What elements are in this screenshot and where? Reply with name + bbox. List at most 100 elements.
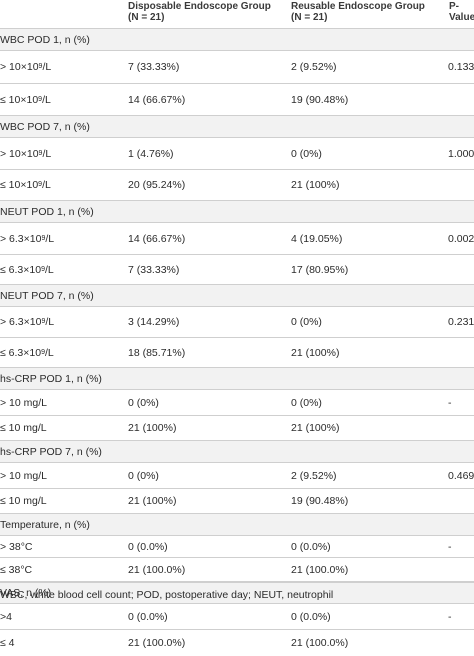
section-row: WBC POD 1, n (%) — [0, 28, 474, 50]
section-row: hs-CRP POD 7, n (%) — [0, 440, 474, 462]
row-label-text: > 6.3×10 — [0, 232, 42, 245]
reusable-value: 2 (9.52%) — [291, 469, 337, 482]
table-row: ≤ 6.3×10 9/L 7 (33.33%) 17 (80.95%) — [0, 254, 474, 284]
reusable-value: 19 (90.48%) — [291, 93, 349, 106]
row-label-unit: /L — [45, 346, 54, 359]
disposable-value: 7 (33.33%) — [128, 263, 180, 276]
p-value: 0.231 — [448, 316, 474, 328]
table-row: ≤ 10 mg/L 21 (100%) 19 (90.48%) — [0, 488, 474, 513]
disposable-value: 21 (100.0%) — [128, 637, 186, 649]
disposable-value: 1 (4.76%) — [128, 147, 174, 160]
table-row: ≤ 10×10 9/L 14 (66.67%) 19 (90.48%) — [0, 83, 474, 115]
disposable-value: 0 (0%) — [128, 469, 159, 482]
section-row: hs-CRP POD 1, n (%) — [0, 367, 474, 389]
section-label-text: Temperature, n (%) — [0, 518, 90, 531]
table-row: ≤ 6.3×10 9/L 18 (85.71%) 21 (100%) — [0, 337, 474, 367]
row-label-unit: /L — [42, 147, 52, 160]
reusable-value: 2 (9.52%) — [291, 61, 337, 73]
row-label-text: ≤ 38°C — [0, 563, 33, 576]
header-reusable-group: Reusable Endoscope Group (N = 21) — [291, 1, 425, 23]
table-row: ≤ 38°C 21 (100.0%) 21 (100.0%) — [0, 557, 474, 581]
row-label-text: ≤ 4 — [0, 637, 15, 649]
row-label-unit: /L — [42, 93, 51, 106]
reusable-value: 17 (80.95%) — [291, 263, 349, 276]
disposable-value: 0 (0.0%) — [128, 610, 168, 623]
row-label-text: ≤ 10×10 — [0, 93, 39, 106]
row-label: > 10×10 9/L — [0, 147, 52, 160]
disposable-value: 21 (100.0%) — [128, 563, 186, 576]
table-body: WBC POD 1, n (%) > 10×10 9/L 7 (33.33%) 2 (9… — [0, 28, 474, 656]
section-label-text: NEUT POD 1, n (%) — [0, 205, 94, 218]
table-footnote: WBC, white blood cell count; POD, postop… — [0, 582, 474, 601]
row-label: ≤ 10×10 9/L — [0, 179, 51, 191]
disposable-value: 21 (100%) — [128, 495, 177, 507]
reusable-value: 21 (100%) — [291, 422, 340, 434]
row-label: ≤ 6.3×10 9/L — [0, 346, 54, 359]
row-label-text: > 10×10 — [0, 61, 39, 73]
p-value: 0.469 — [448, 469, 474, 482]
disposable-value: 0 (0.0%) — [128, 540, 168, 553]
disposable-value: 3 (14.29%) — [128, 316, 180, 328]
row-label: ≤ 38°C — [0, 558, 32, 581]
reusable-value: 0 (0.0%) — [291, 610, 331, 623]
table-row: ≤ 4 21 (100.0%) 21 (100.0%) — [0, 629, 474, 656]
section-label: NEUT POD 7, n (%) — [0, 285, 94, 306]
row-label-text: ≤ 10 mg/L — [0, 422, 47, 434]
header-disposable-n: (N = 21) — [128, 12, 165, 23]
row-label: ≤ 10 mg/L — [0, 489, 47, 513]
row-label: > 10 mg/L — [0, 463, 47, 488]
header-p-value: P- Value — [449, 1, 474, 23]
row-label-text: ≤ 10×10 — [0, 179, 39, 191]
row-label-text: ≤ 10 mg/L — [0, 495, 47, 507]
row-label-unit: /L — [45, 232, 55, 245]
section-row: VAS, n (%) — [0, 581, 474, 603]
section-label: WBC POD 1, n (%) — [0, 29, 90, 50]
reusable-value: 4 (19.05%) — [291, 232, 343, 245]
table-row: > 10 mg/L 0 (0%) 0 (0%) - — [0, 389, 474, 415]
section-label-text: WBC POD 7, n (%) — [0, 120, 90, 133]
header-reusable-label: Reusable Endoscope Group — [291, 1, 425, 12]
disposable-value: 14 (66.67%) — [128, 93, 186, 106]
header-reusable-n: (N = 21) — [291, 12, 328, 23]
table-row: > 10×10 9/L 7 (33.33%) 2 (9.52%) 0.133 — [0, 50, 474, 83]
section-label-text: hs-CRP POD 1, n (%) — [0, 372, 102, 385]
header-disposable-label: Disposable Endoscope Group — [128, 1, 271, 12]
p-value: - — [448, 610, 452, 623]
section-label-text: WBC POD 1, n (%) — [0, 33, 90, 46]
row-label-text: > 38°C — [0, 540, 33, 553]
section-label: hs-CRP POD 1, n (%) — [0, 368, 102, 389]
table-row: > 38°C 0 (0.0%) 0 (0.0%) - — [0, 535, 474, 557]
reusable-value: 0 (0%) — [291, 316, 322, 328]
disposable-value: 18 (85.71%) — [128, 346, 186, 359]
row-label: > 10×10 9/L — [0, 61, 52, 73]
disposable-value: 0 (0%) — [128, 396, 159, 409]
row-label: ≤ 4 — [0, 630, 15, 656]
reusable-value: 0 (0.0%) — [291, 540, 331, 553]
reusable-value: 0 (0%) — [291, 396, 322, 409]
row-label-text: ≤ 6.3×10 — [0, 346, 42, 359]
row-label: > 6.3×10 9/L — [0, 232, 55, 245]
reusable-value: 19 (90.48%) — [291, 495, 349, 507]
section-label: hs-CRP POD 7, n (%) — [0, 441, 102, 462]
row-label: > 38°C — [0, 536, 33, 557]
row-label-unit: /L — [45, 316, 55, 328]
row-label: > 6.3×10 9/L — [0, 316, 55, 328]
disposable-value: 14 (66.67%) — [128, 232, 186, 245]
row-label: ≤ 10 mg/L — [0, 416, 47, 440]
p-value: - — [448, 396, 452, 409]
row-label: > 10 mg/L — [0, 390, 47, 415]
row-label: ≤ 10×10 9/L — [0, 93, 51, 106]
reusable-value: 21 (100.0%) — [291, 637, 349, 649]
row-label: >4 — [0, 604, 12, 629]
reusable-value: 21 (100.0%) — [291, 563, 349, 576]
table-row: > 10×10 9/L 1 (4.76%) 0 (0%) 1.000 — [0, 137, 474, 169]
header-value-label: Value — [449, 12, 474, 23]
row-label-text: > 6.3×10 — [0, 316, 42, 328]
section-row: NEUT POD 7, n (%) — [0, 284, 474, 306]
section-label: WBC POD 7, n (%) — [0, 116, 90, 137]
section-label: VAS, n (%) — [0, 582, 51, 603]
row-label: ≤ 6.3×10 9/L — [0, 263, 54, 276]
reusable-value: 0 (0%) — [291, 147, 322, 160]
section-label: Temperature, n (%) — [0, 514, 90, 535]
